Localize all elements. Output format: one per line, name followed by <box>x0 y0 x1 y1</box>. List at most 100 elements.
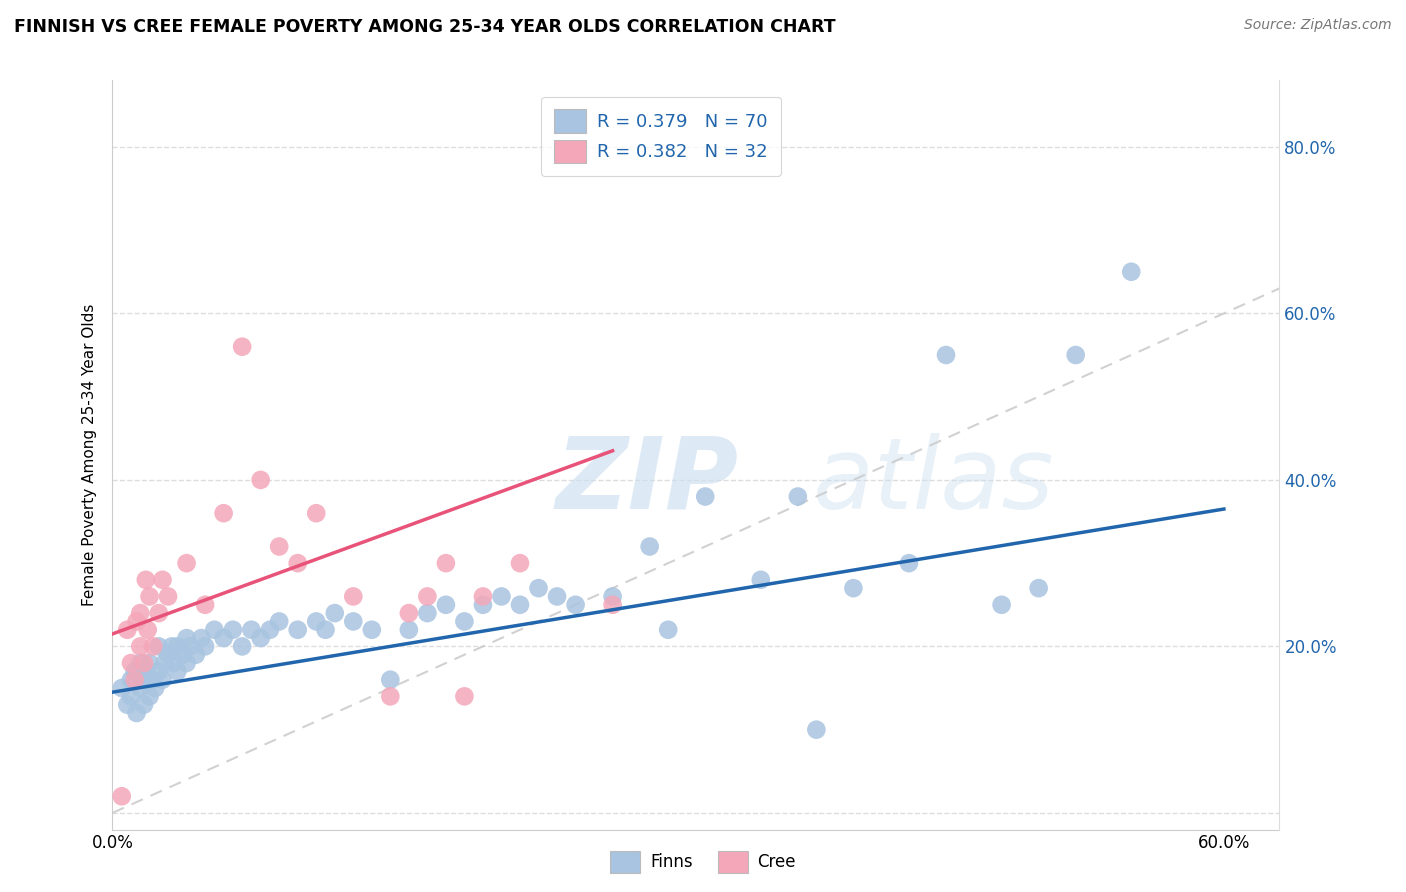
Point <box>249 631 271 645</box>
Text: FINNISH VS CREE FEMALE POVERTY AMONG 25-34 YEAR OLDS CORRELATION CHART: FINNISH VS CREE FEMALE POVERTY AMONG 25-… <box>14 18 835 36</box>
Point <box>990 598 1012 612</box>
Text: ZIP: ZIP <box>555 433 740 530</box>
Point <box>135 573 157 587</box>
Legend: R = 0.379   N = 70, R = 0.382   N = 32: R = 0.379 N = 70, R = 0.382 N = 32 <box>541 97 780 176</box>
Point <box>749 573 772 587</box>
Point <box>166 640 188 654</box>
Point <box>935 348 957 362</box>
Point <box>120 673 142 687</box>
Point <box>111 681 134 695</box>
Point <box>434 556 457 570</box>
Point <box>269 615 291 629</box>
Point <box>240 623 263 637</box>
Point <box>323 606 346 620</box>
Point <box>269 540 291 554</box>
Point <box>152 673 174 687</box>
Point <box>148 640 170 654</box>
Point <box>202 623 225 637</box>
Point <box>638 540 661 554</box>
Point <box>380 690 402 704</box>
Point <box>380 673 402 687</box>
Point <box>342 590 364 604</box>
Point <box>129 656 152 670</box>
Point <box>179 640 201 654</box>
Point <box>111 789 134 804</box>
Point <box>184 648 207 662</box>
Y-axis label: Female Poverty Among 25-34 Year Olds: Female Poverty Among 25-34 Year Olds <box>82 304 97 606</box>
Point <box>527 581 550 595</box>
Point <box>212 506 235 520</box>
Point <box>231 340 253 354</box>
Point <box>416 590 439 604</box>
Point <box>129 681 152 695</box>
Point <box>509 598 531 612</box>
Point <box>142 640 165 654</box>
Point <box>132 698 155 712</box>
Point <box>152 573 174 587</box>
Point <box>176 631 198 645</box>
Point <box>136 623 159 637</box>
Point <box>131 673 153 687</box>
Point <box>305 615 328 629</box>
Point <box>416 606 439 620</box>
Point <box>1121 265 1143 279</box>
Point <box>125 615 148 629</box>
Point <box>842 581 865 595</box>
Point <box>657 623 679 637</box>
Point <box>124 673 146 687</box>
Point <box>117 623 139 637</box>
Text: atlas: atlas <box>813 433 1054 530</box>
Point <box>176 656 198 670</box>
Point <box>132 656 155 670</box>
Point <box>806 723 828 737</box>
Point <box>315 623 337 637</box>
Point <box>157 590 180 604</box>
Point <box>117 698 139 712</box>
Point <box>142 673 165 687</box>
Point <box>249 473 271 487</box>
Point <box>176 556 198 570</box>
Point <box>564 598 586 612</box>
Point <box>453 615 475 629</box>
Point <box>148 665 170 679</box>
Point <box>287 623 309 637</box>
Point <box>138 656 160 670</box>
Point <box>602 598 624 612</box>
Point <box>695 490 717 504</box>
Point <box>135 665 157 679</box>
Point <box>157 648 180 662</box>
Point <box>124 665 146 679</box>
Point <box>786 490 808 504</box>
Point <box>434 598 457 612</box>
Point <box>453 690 475 704</box>
Point <box>360 623 382 637</box>
Point <box>172 648 194 662</box>
Point <box>148 606 170 620</box>
Point <box>138 690 160 704</box>
Legend: Finns, Cree: Finns, Cree <box>603 845 803 880</box>
Point <box>120 690 142 704</box>
Point <box>162 656 184 670</box>
Point <box>166 665 188 679</box>
Point <box>1028 581 1050 595</box>
Point <box>120 656 142 670</box>
Point <box>190 631 212 645</box>
Point <box>222 623 245 637</box>
Point <box>342 615 364 629</box>
Point <box>194 640 217 654</box>
Point <box>471 590 494 604</box>
Point <box>602 590 624 604</box>
Point <box>129 640 152 654</box>
Point <box>138 590 160 604</box>
Point <box>287 556 309 570</box>
Point <box>305 506 328 520</box>
Point <box>194 598 217 612</box>
Point <box>1064 348 1087 362</box>
Point <box>212 631 235 645</box>
Point <box>898 556 921 570</box>
Point <box>491 590 513 604</box>
Point <box>471 598 494 612</box>
Point <box>546 590 568 604</box>
Text: Source: ZipAtlas.com: Source: ZipAtlas.com <box>1244 18 1392 32</box>
Point <box>125 706 148 720</box>
